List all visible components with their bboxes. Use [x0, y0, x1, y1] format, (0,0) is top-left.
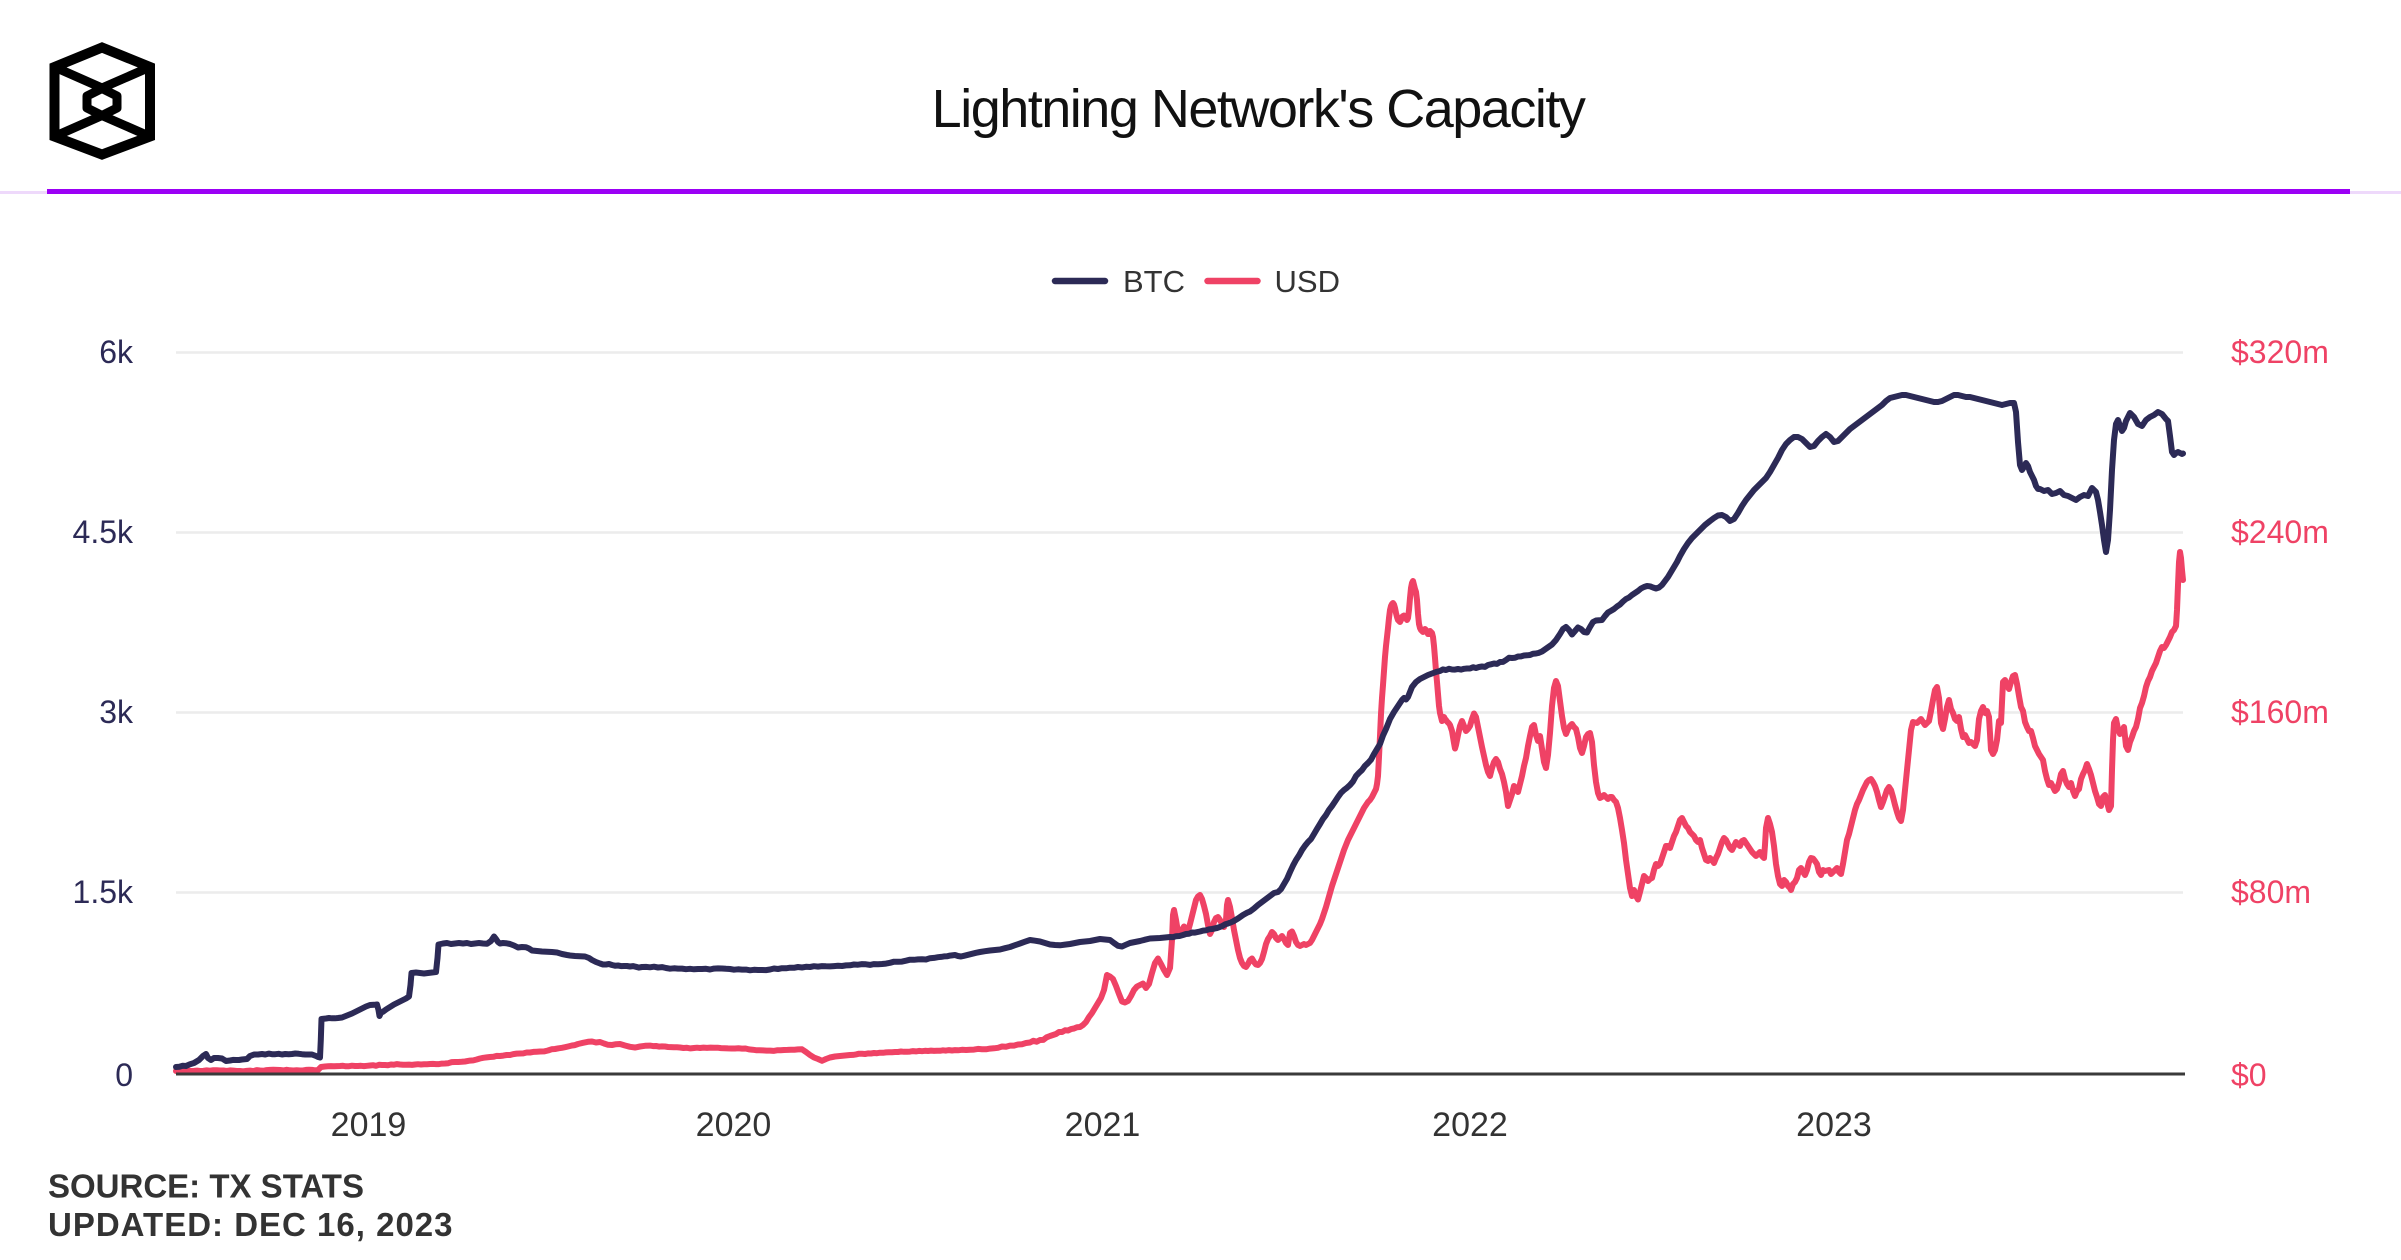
svg-text:3k: 3k [99, 694, 134, 730]
svg-text:SOURCE: TX STATS: SOURCE: TX STATS [48, 1168, 364, 1205]
svg-text:0: 0 [115, 1057, 133, 1093]
svg-text:2022: 2022 [1432, 1106, 1508, 1144]
svg-text:BTC: BTC [1123, 264, 1185, 299]
svg-text:1.5k: 1.5k [73, 874, 134, 910]
svg-text:$240m: $240m [2231, 514, 2329, 550]
svg-text:6k: 6k [99, 334, 134, 370]
svg-text:$0: $0 [2231, 1057, 2267, 1093]
svg-text:$80m: $80m [2231, 874, 2311, 910]
svg-text:2019: 2019 [331, 1106, 407, 1144]
svg-text:UPDATED: DEC 16, 2023: UPDATED: DEC 16, 2023 [48, 1206, 454, 1243]
svg-text:$320m: $320m [2231, 334, 2329, 370]
svg-text:2023: 2023 [1796, 1106, 1872, 1144]
svg-text:$160m: $160m [2231, 694, 2329, 730]
svg-text:USD: USD [1275, 264, 1340, 299]
svg-text:4.5k: 4.5k [73, 514, 134, 550]
svg-text:2021: 2021 [1065, 1106, 1141, 1144]
svg-text:2020: 2020 [696, 1106, 772, 1144]
